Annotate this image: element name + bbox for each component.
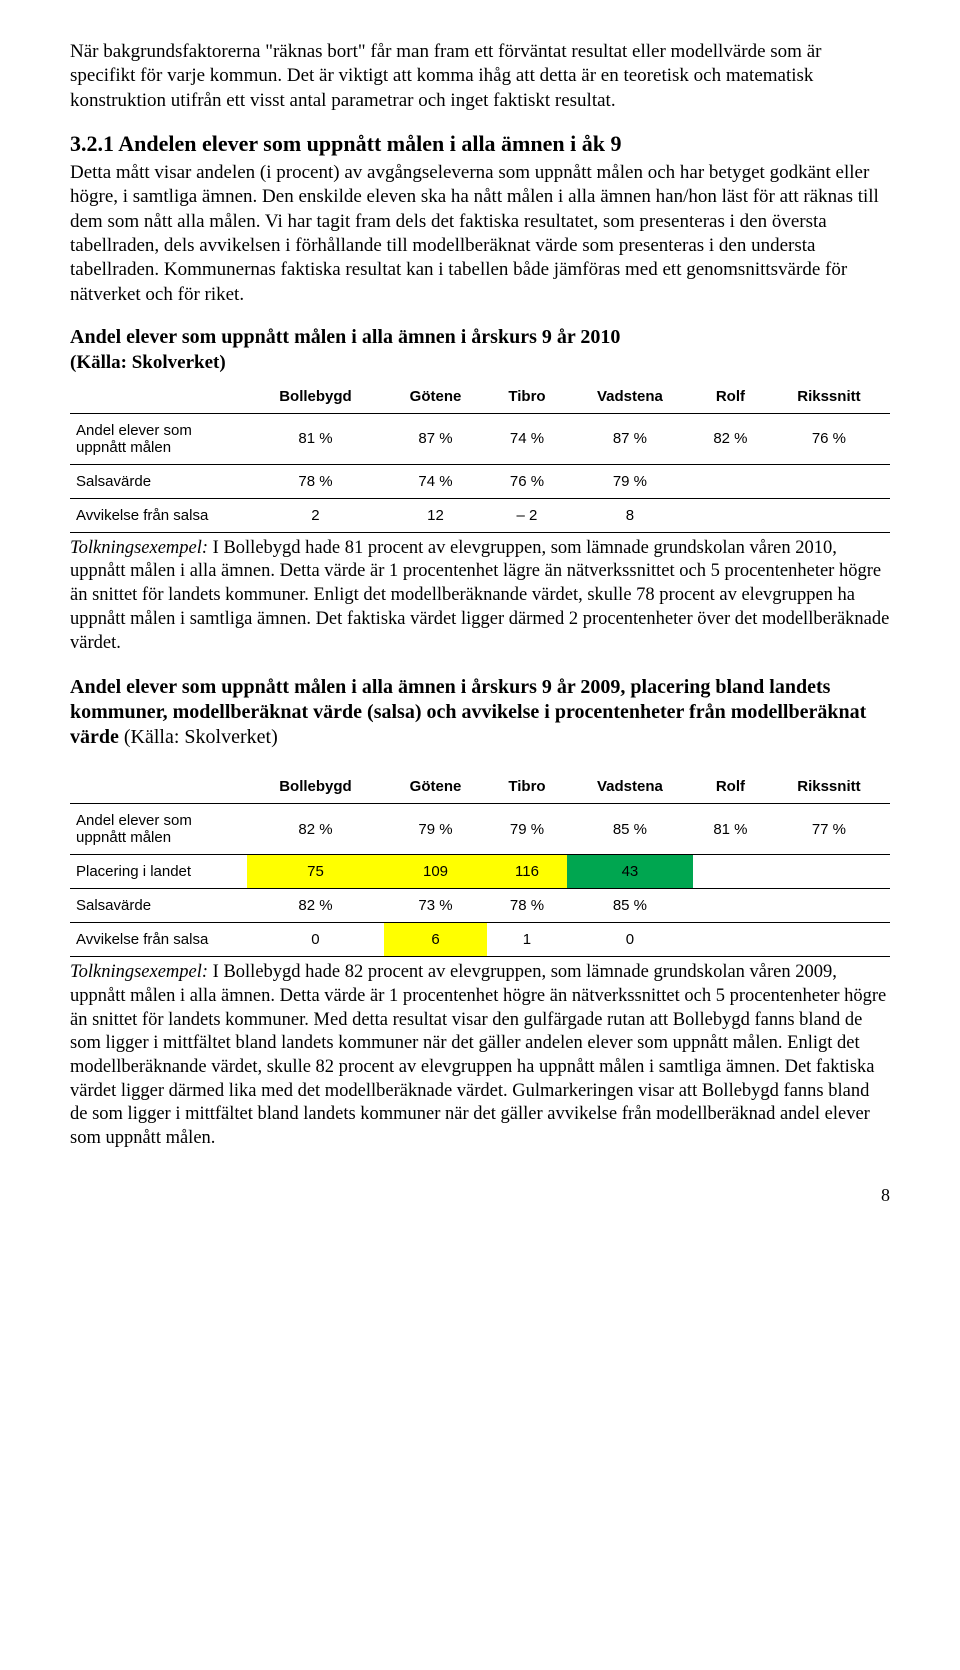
cell: 75 — [247, 855, 384, 889]
col-gotene: Götene — [384, 380, 487, 414]
cell: 78 % — [487, 889, 567, 923]
table2-caption: Tolkningsexempel: I Bollebygd hade 82 pr… — [70, 961, 890, 1150]
col-tibro: Tibro — [487, 380, 567, 414]
cell: 81 % — [693, 804, 768, 855]
caption-body: I Bollebygd hade 82 procent av elevgrupp… — [70, 962, 886, 1148]
cell: 116 — [487, 855, 567, 889]
cell — [768, 889, 890, 923]
col-bollebygd: Bollebygd — [247, 380, 384, 414]
cell: 85 % — [567, 889, 693, 923]
cell: 2 — [247, 498, 384, 532]
cell: 87 % — [567, 413, 693, 464]
col-bollebygd: Bollebygd — [247, 770, 384, 804]
cell: 77 % — [768, 804, 890, 855]
cell: 0 — [567, 923, 693, 957]
cell: 8 — [567, 498, 693, 532]
cell: 109 — [384, 855, 487, 889]
col-vadstena: Vadstena — [567, 770, 693, 804]
row-label: Andel elever som uppnått målen — [70, 413, 247, 464]
cell — [768, 464, 890, 498]
cell: 43 — [567, 855, 693, 889]
paragraph-intro: När bakgrundsfaktorerna "räknas bort" få… — [70, 40, 890, 113]
table-header-row: Bollebygd Götene Tibro Vadstena Rolf Rik… — [70, 380, 890, 414]
paragraph-3-2-1: Detta mått visar andelen (i procent) av … — [70, 161, 890, 307]
cell: 6 — [384, 923, 487, 957]
table2-title: Andel elever som uppnått målen i alla äm… — [70, 675, 890, 750]
cell: 79 % — [567, 464, 693, 498]
cell: 74 % — [487, 413, 567, 464]
table1-source: (Källa: Skolverket) — [70, 352, 890, 374]
table1-caption: Tolkningsexempel: I Bollebygd hade 81 pr… — [70, 537, 890, 655]
cell — [693, 464, 768, 498]
table-row: Avvikelse från salsa0610 — [70, 923, 890, 957]
col-rolf: Rolf — [693, 770, 768, 804]
cell: 73 % — [384, 889, 487, 923]
col-gotene: Götene — [384, 770, 487, 804]
caption-lead: Tolkningsexempel: — [70, 538, 208, 558]
cell: 1 — [487, 923, 567, 957]
table2-title-source: (Källa: Skolverket) — [124, 726, 278, 748]
col-vadstena: Vadstena — [567, 380, 693, 414]
cell: 12 — [384, 498, 487, 532]
cell — [693, 889, 768, 923]
table1-title: Andel elever som uppnått målen i alla äm… — [70, 325, 890, 350]
document-page: När bakgrundsfaktorerna "räknas bort" få… — [0, 0, 960, 1246]
page-number: 8 — [70, 1185, 890, 1206]
caption-lead: Tolkningsexempel: — [70, 962, 208, 982]
cell — [693, 923, 768, 957]
row-label: Salsavärde — [70, 889, 247, 923]
section-heading-3-2-1: 3.2.1 Andelen elever som uppnått målen i… — [70, 131, 890, 157]
col-tibro: Tibro — [487, 770, 567, 804]
row-label: Salsavärde — [70, 464, 247, 498]
cell — [768, 498, 890, 532]
header-blank — [70, 770, 247, 804]
row-label: Andel elever som uppnått målen — [70, 804, 247, 855]
table-2010: Bollebygd Götene Tibro Vadstena Rolf Rik… — [70, 380, 890, 533]
table-row: Salsavärde82 %73 %78 %85 % — [70, 889, 890, 923]
header-blank — [70, 380, 247, 414]
cell: 87 % — [384, 413, 487, 464]
table-row: Placering i landet7510911643 — [70, 855, 890, 889]
cell: 85 % — [567, 804, 693, 855]
spacer — [70, 752, 890, 770]
col-rikssnitt: Rikssnitt — [768, 380, 890, 414]
cell: 79 % — [384, 804, 487, 855]
table-row: Andel elever som uppnått målen81 %87 %74… — [70, 413, 890, 464]
row-label: Avvikelse från salsa — [70, 498, 247, 532]
table-row: Andel elever som uppnått målen82 %79 %79… — [70, 804, 890, 855]
cell: 82 % — [693, 413, 768, 464]
table-row: Salsavärde78 %74 %76 %79 % — [70, 464, 890, 498]
col-rikssnitt: Rikssnitt — [768, 770, 890, 804]
cell — [693, 498, 768, 532]
cell — [768, 923, 890, 957]
cell: 81 % — [247, 413, 384, 464]
cell: 76 % — [768, 413, 890, 464]
table-row: Avvikelse från salsa212– 28 — [70, 498, 890, 532]
cell: 78 % — [247, 464, 384, 498]
col-rolf: Rolf — [693, 380, 768, 414]
table-2009: Bollebygd Götene Tibro Vadstena Rolf Rik… — [70, 770, 890, 957]
row-label: Placering i landet — [70, 855, 247, 889]
cell: 76 % — [487, 464, 567, 498]
table-header-row: Bollebygd Götene Tibro Vadstena Rolf Rik… — [70, 770, 890, 804]
cell — [768, 855, 890, 889]
cell: 79 % — [487, 804, 567, 855]
cell — [693, 855, 768, 889]
cell: – 2 — [487, 498, 567, 532]
cell: 0 — [247, 923, 384, 957]
cell: 82 % — [247, 804, 384, 855]
row-label: Avvikelse från salsa — [70, 923, 247, 957]
cell: 82 % — [247, 889, 384, 923]
cell: 74 % — [384, 464, 487, 498]
